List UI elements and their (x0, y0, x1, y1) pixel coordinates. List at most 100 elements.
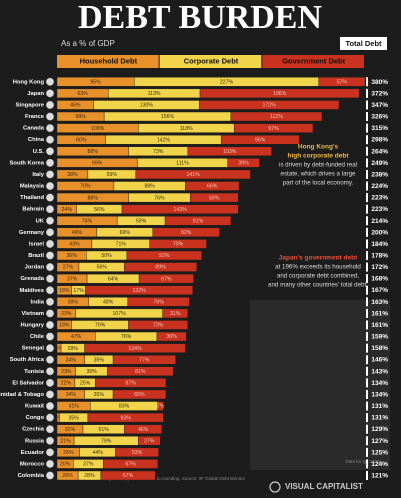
segment-label: 74% (82, 218, 93, 224)
segment-label: 67% (161, 276, 172, 282)
total-label: 264% (371, 148, 388, 155)
annotation-text: estate, which drives a large (281, 171, 357, 178)
total-box (366, 204, 368, 214)
category-label: Bahrain (22, 207, 44, 213)
total-label: 172% (371, 264, 388, 271)
total-label: 134% (371, 391, 388, 398)
flag (46, 112, 55, 121)
flag (46, 89, 55, 98)
segment-label: 47% (71, 334, 82, 340)
flag (46, 459, 55, 468)
legend-label: Government Debt (282, 56, 345, 65)
segment-label: 41% (68, 404, 79, 410)
flag (46, 158, 55, 167)
segment-label: 23% (61, 369, 72, 375)
flag (46, 344, 55, 353)
total-box (366, 471, 368, 481)
flag (46, 124, 55, 133)
annotation-text: part of the local economy. (283, 180, 354, 187)
total-label: 315% (371, 125, 388, 132)
total-label: 134% (371, 380, 388, 387)
category-label: Congo (26, 415, 45, 421)
flag (46, 147, 55, 156)
category-label: Brazil (28, 253, 44, 259)
category-label: Thailand (20, 195, 44, 201)
segment-label: 58% (75, 114, 86, 120)
total-label: 168% (371, 276, 388, 283)
segment-label: 93% (120, 415, 131, 421)
chart-subtitle: As a % of GDP (61, 39, 115, 48)
segment-label: 107% (113, 311, 127, 317)
total-label: 158% (371, 345, 388, 352)
segment-label: 36% (166, 334, 177, 340)
bar-segment (227, 158, 260, 168)
total-box (366, 378, 368, 388)
total-header: Total Debt (345, 39, 382, 48)
category-label: Russia (25, 438, 45, 444)
total-box (366, 297, 368, 307)
segment-label: 227% (220, 79, 234, 85)
category-label: South Africa (10, 357, 45, 363)
annotation-text: and corporate debt combined, (277, 273, 359, 280)
total-box (366, 100, 368, 110)
segment-label: 89% (155, 265, 166, 271)
total-label: 127% (371, 438, 388, 445)
segment-label: 17% (73, 288, 84, 294)
total-label: 223% (371, 206, 388, 213)
total-label: 200% (371, 229, 388, 236)
total-box (366, 274, 368, 284)
segment-label: 79% (101, 438, 112, 444)
brand-logo (269, 481, 281, 493)
bar-segment (152, 227, 220, 238)
segment-label: 97% (268, 126, 279, 132)
total-box (366, 413, 368, 423)
segment-label: 28% (84, 473, 95, 479)
total-label: 224% (371, 183, 388, 190)
category-label: Trinidad & Tobago (0, 392, 44, 398)
flag (46, 367, 55, 376)
total-box (366, 355, 368, 365)
total-box (366, 227, 368, 237)
category-label: France (25, 114, 45, 120)
flag (46, 390, 55, 399)
annotation-text: at 196% exceeds its household (275, 264, 361, 271)
flag (46, 251, 55, 260)
bar-segment (124, 262, 197, 272)
category-label: Canada (23, 126, 45, 132)
total-box (366, 320, 368, 330)
total-box (366, 123, 368, 133)
segment-label: 81% (193, 218, 204, 224)
flag (46, 448, 55, 457)
category-label: Israel (29, 241, 45, 247)
bar-segment (156, 331, 187, 342)
total-label: 223% (371, 195, 388, 202)
bar-segment (157, 401, 164, 411)
total-label: 167% (371, 287, 388, 294)
category-label: Italy (32, 172, 44, 178)
bar-segment (84, 343, 186, 353)
category-label: Hungary (20, 323, 44, 329)
category-label: Chile (30, 334, 45, 340)
segment-label: 5% (55, 346, 63, 352)
category-label: Jordan (25, 265, 45, 271)
segment-label: 48% (103, 299, 114, 305)
bar-segment (233, 123, 314, 133)
segment-label: 51% (99, 427, 110, 433)
segment-label: 132% (132, 288, 146, 294)
flag (46, 413, 55, 422)
segment-label: 20% (60, 462, 71, 468)
flag (46, 77, 55, 86)
total-label: 146% (371, 357, 388, 364)
segment-label: 39% (238, 161, 249, 167)
total-label: 161% (371, 310, 388, 317)
total-label: 129% (371, 426, 388, 433)
bar-segment (199, 100, 340, 110)
total-box (366, 181, 368, 191)
flag (46, 135, 55, 144)
flag (46, 402, 55, 411)
segment-label: 27% (144, 438, 155, 444)
segment-label: 71% (116, 242, 127, 248)
chart-title: DEBT BURDEN (78, 0, 322, 36)
segment-label: 45% (70, 103, 81, 109)
flag (46, 216, 55, 225)
